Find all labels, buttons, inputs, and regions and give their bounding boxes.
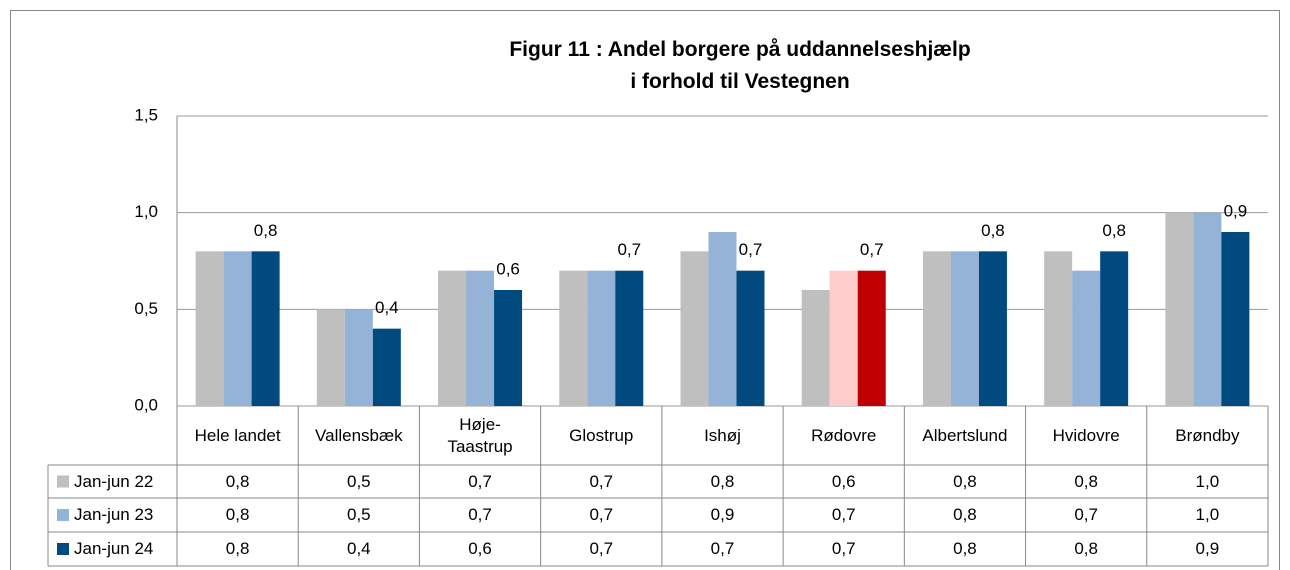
x-tick-label: Ishøj bbox=[704, 425, 741, 445]
y-tick-label: 1,0 bbox=[134, 202, 158, 221]
table-value: 0,9 bbox=[1195, 539, 1220, 558]
table-value: 0,8 bbox=[225, 505, 250, 524]
bar bbox=[587, 270, 616, 406]
bar bbox=[1072, 270, 1101, 406]
legend-label: Jan-jun 24 bbox=[74, 539, 154, 558]
bar bbox=[829, 270, 858, 406]
legend-label: Jan-jun 22 bbox=[74, 471, 154, 491]
data-label: 0,9 bbox=[1224, 201, 1248, 220]
bar bbox=[251, 251, 280, 406]
y-tick-label: 0,0 bbox=[134, 395, 158, 414]
bar bbox=[494, 290, 523, 406]
bar bbox=[195, 251, 224, 406]
chart-title: Figur 11 : Andel borgere på uddannelsesh… bbox=[509, 38, 971, 93]
legend-key bbox=[57, 509, 69, 521]
bar bbox=[708, 232, 737, 406]
table-value: 0,5 bbox=[347, 471, 371, 491]
table-value: 0,7 bbox=[468, 471, 492, 491]
data-label: 0,8 bbox=[1102, 221, 1126, 240]
table-value: 0,7 bbox=[831, 539, 856, 558]
x-tick-label: Rødovre bbox=[811, 425, 877, 445]
bar bbox=[1221, 232, 1250, 406]
x-tick-label: Vallensbæk bbox=[315, 425, 403, 445]
data-label: 0,8 bbox=[254, 221, 278, 240]
x-tick-label: Hele landet bbox=[194, 425, 281, 445]
table-value: 0,4 bbox=[347, 539, 371, 558]
data-label: 0,8 bbox=[981, 221, 1005, 240]
legend-key bbox=[57, 543, 69, 555]
table-value: 0,9 bbox=[710, 505, 735, 524]
table-value: 0,7 bbox=[831, 505, 856, 524]
bar bbox=[680, 251, 709, 406]
data-label: 0,7 bbox=[860, 240, 884, 259]
bar bbox=[615, 270, 644, 406]
table-value: 0,7 bbox=[1074, 505, 1098, 524]
bar bbox=[466, 270, 495, 406]
bar bbox=[223, 251, 252, 406]
table-value: 0,8 bbox=[1074, 471, 1098, 491]
table-value: 0,8 bbox=[1074, 539, 1098, 558]
table-value: 0,8 bbox=[953, 505, 977, 524]
data-label: 0,7 bbox=[739, 240, 763, 259]
bar bbox=[978, 251, 1007, 406]
table-value: 0,7 bbox=[589, 539, 614, 558]
bar bbox=[438, 270, 467, 406]
x-tick-label: Hvidovre bbox=[1052, 425, 1120, 445]
table-value: 0,7 bbox=[710, 539, 735, 558]
table-value: 0,6 bbox=[468, 539, 492, 558]
x-tick-label: Albertslund bbox=[922, 425, 1008, 445]
bar bbox=[1193, 212, 1222, 406]
bar bbox=[950, 251, 979, 406]
y-tick-label: 0,5 bbox=[134, 299, 158, 318]
table-value: 0,7 bbox=[468, 505, 492, 524]
table-value: 1,0 bbox=[1195, 505, 1220, 524]
table-value: 0,8 bbox=[225, 539, 250, 558]
table-value: 1,0 bbox=[1195, 471, 1220, 491]
bar bbox=[801, 290, 830, 406]
table-value: 0,8 bbox=[953, 471, 977, 491]
bar bbox=[344, 309, 373, 406]
table-value: 0,7 bbox=[589, 505, 614, 524]
bar bbox=[857, 270, 886, 406]
bar bbox=[1100, 251, 1129, 406]
bar bbox=[316, 309, 345, 406]
data-label: 0,6 bbox=[496, 259, 520, 278]
table-value: 0,8 bbox=[225, 471, 250, 491]
bar bbox=[1165, 212, 1194, 406]
table-value: 0,6 bbox=[831, 471, 856, 491]
bar bbox=[922, 251, 951, 406]
data-label: 0,4 bbox=[375, 298, 399, 317]
chart-border bbox=[10, 10, 1280, 570]
bar bbox=[1044, 251, 1073, 406]
legend-key bbox=[57, 475, 69, 488]
data-label: 0,7 bbox=[617, 240, 641, 259]
y-tick-label: 1,5 bbox=[134, 105, 158, 124]
table-value: 0,8 bbox=[710, 471, 735, 491]
bar bbox=[559, 270, 588, 406]
x-tick-label: Høje- Taastrup bbox=[447, 414, 513, 456]
table-value: 0,5 bbox=[347, 505, 371, 524]
legend-label: Jan-jun 23 bbox=[74, 505, 154, 524]
bar bbox=[736, 270, 765, 406]
x-tick-label: Glostrup bbox=[569, 425, 634, 445]
table-value: 0,8 bbox=[953, 539, 977, 558]
table-value: 0,7 bbox=[589, 471, 614, 491]
bar bbox=[372, 328, 401, 406]
x-tick-label: Brøndby bbox=[1175, 425, 1240, 445]
